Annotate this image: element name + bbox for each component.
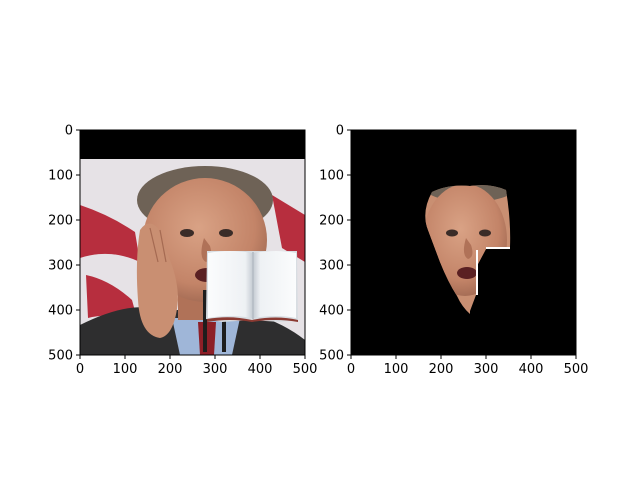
- right-x-tick-label: 100: [384, 362, 409, 377]
- right-mask: [351, 130, 576, 355]
- left-photo: [80, 130, 305, 355]
- right-x-tick-label: 300: [474, 362, 499, 377]
- left-black-band: [80, 130, 305, 159]
- right-y-tick-label: 400: [319, 304, 344, 319]
- left-x-tick-label: 200: [158, 362, 183, 377]
- left-x-tick-label: 0: [76, 362, 84, 377]
- right-x-tick-label: 400: [519, 362, 544, 377]
- left-x-tick-label: 500: [293, 362, 318, 377]
- right-y-tick-label: 100: [319, 169, 344, 184]
- right-x-tick-label: 500: [564, 362, 589, 377]
- flag-shape: [272, 195, 305, 262]
- right-x-tick-label: 200: [429, 362, 454, 377]
- hand: [136, 223, 178, 338]
- left-x-tick-label: 300: [203, 362, 228, 377]
- flag-shape: [80, 205, 140, 262]
- left-y-tick-label: 100: [48, 169, 73, 184]
- right-y-tick-label: 300: [319, 259, 344, 274]
- left-x-tick-label: 400: [248, 362, 273, 377]
- book-overlay: [206, 251, 298, 322]
- right-y-tick-label: 0: [336, 124, 344, 139]
- left-y-tick-label: 300: [48, 259, 73, 274]
- left-y-tick-label: 500: [48, 349, 73, 364]
- right-y-tick-label: 500: [319, 349, 344, 364]
- right-y-tick-label: 200: [319, 214, 344, 229]
- left-y-tick-label: 200: [48, 214, 73, 229]
- left-x-tick-label: 100: [113, 362, 138, 377]
- left-y-tick-label: 0: [65, 124, 73, 139]
- right-x-tick-label: 0: [347, 362, 355, 377]
- left-y-tick-label: 400: [48, 304, 73, 319]
